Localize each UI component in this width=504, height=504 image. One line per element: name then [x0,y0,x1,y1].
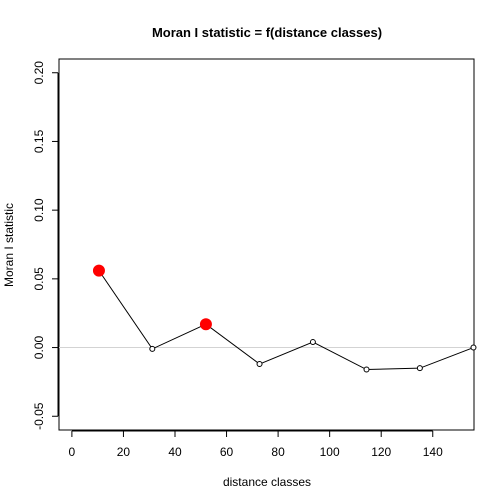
y-tick-label: -0.05 [32,402,46,430]
x-tick-label: 0 [69,445,76,459]
y-tick-label: 0.10 [32,198,46,222]
data-point [470,344,477,351]
data-point [256,361,263,368]
x-tick-label: 60 [220,445,234,459]
series-layer [92,264,477,373]
x-axis-label: distance classes [223,475,311,489]
moran-series-line [98,270,474,371]
significant-point [92,264,105,277]
plot-frame [58,58,475,431]
chart-title: Moran I statistic = f(distance classes) [152,25,382,40]
x-tick-label: 140 [423,445,443,459]
y-axis: -0.05 0.00 0.05 0.10 0.15 0.20 [32,61,59,430]
y-tick-label: 0.15 [32,129,46,153]
y-axis-label: Moran I statistic [2,203,16,287]
data-point [416,365,423,372]
significant-point [199,318,212,331]
data-point [363,366,370,373]
x-tick-label: 20 [117,445,131,459]
x-tick-label: 120 [371,445,391,459]
x-tick-label: 100 [320,445,340,459]
y-tick-label: 0.00 [32,336,46,360]
x-tick-label: 40 [168,445,182,459]
x-tick-label: 80 [271,445,285,459]
y-tick-label: 0.05 [32,267,46,291]
data-point [149,345,156,352]
x-axis: 0 20 40 60 80 100 120 140 [69,430,443,459]
y-tick-label: 0.20 [32,61,46,85]
data-point [309,339,316,346]
